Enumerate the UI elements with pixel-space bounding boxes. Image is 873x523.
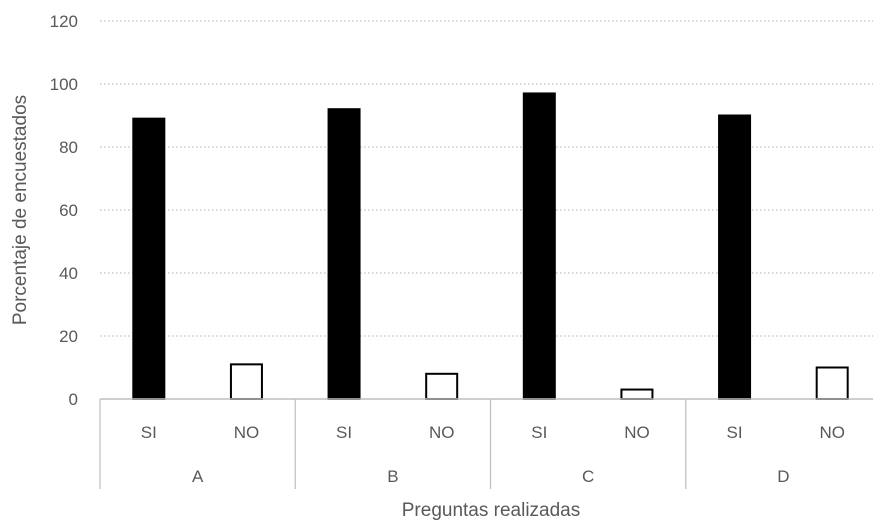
bar-category-label: SI — [531, 423, 547, 442]
bars — [132, 92, 849, 401]
y-tick-label: 80 — [59, 138, 78, 157]
bar-C-NO — [620, 388, 654, 400]
bar-category-label: NO — [234, 423, 260, 442]
bar-A-NO — [229, 363, 263, 401]
bar-D-NO — [815, 366, 849, 400]
bar-A-SI — [132, 117, 166, 401]
bar-category-label: NO — [429, 423, 455, 442]
bar-B-NO — [425, 372, 459, 400]
x-axis: SI NO A SI NO B SI NO C SI NO D — [99, 398, 873, 489]
bar-B-SI — [327, 108, 361, 400]
x-axis-title: Preguntas realizadas — [402, 500, 581, 521]
bar-category-label: NO — [819, 423, 845, 442]
bar-category-label: SI — [336, 423, 352, 442]
bar-D-SI — [718, 114, 752, 400]
y-axis-ticks: 0 20 40 60 80 100 120 — [50, 12, 78, 409]
gridlines — [100, 20, 873, 337]
y-tick-label: 40 — [59, 264, 78, 283]
bar-category-label: NO — [624, 423, 650, 442]
bar-category-label: SI — [727, 423, 743, 442]
group-label: A — [192, 467, 204, 486]
group-label: B — [387, 467, 398, 486]
y-tick-label: 0 — [69, 390, 78, 409]
y-tick-label: 120 — [50, 12, 78, 31]
bar-category-label: SI — [141, 423, 157, 442]
y-tick-label: 60 — [59, 201, 78, 220]
group-label: D — [777, 467, 789, 486]
y-tick-label: 100 — [50, 75, 78, 94]
y-axis-title: Porcentaje de encuestados — [10, 95, 31, 325]
y-tick-label: 20 — [59, 327, 78, 346]
bar-C-SI — [522, 92, 556, 400]
group-label: C — [582, 467, 594, 486]
